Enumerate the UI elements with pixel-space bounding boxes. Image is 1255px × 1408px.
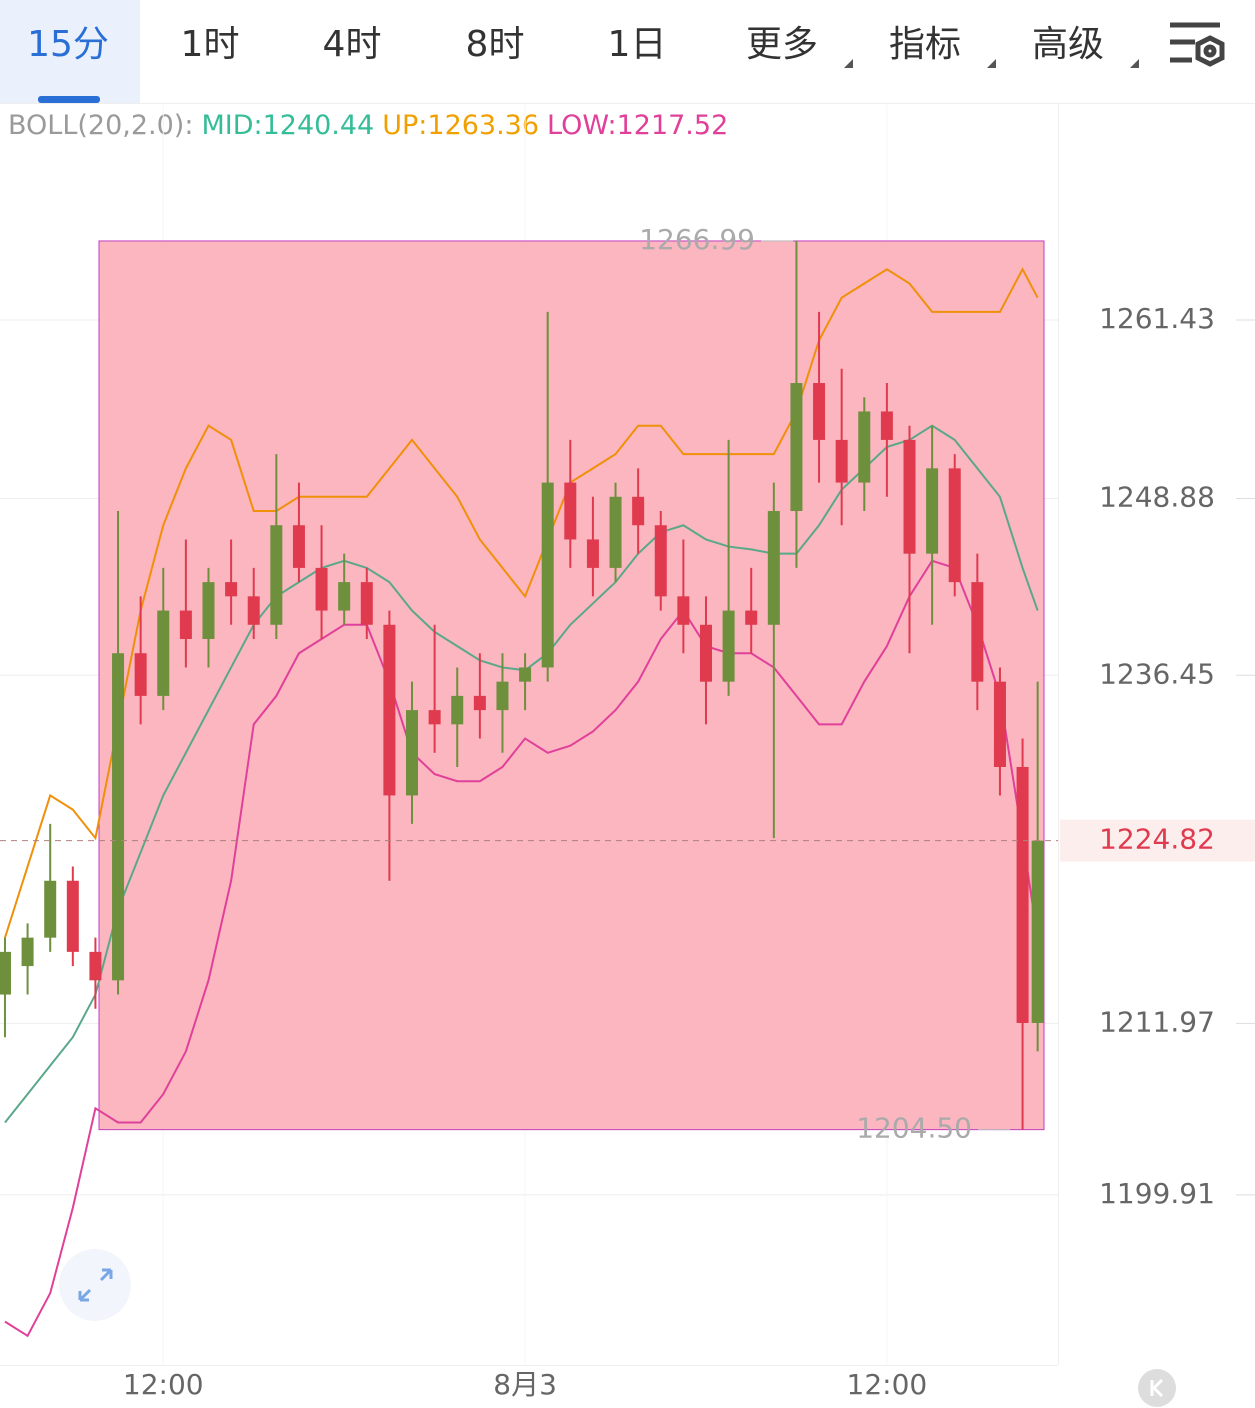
tab[interactable]: 4时 [323, 24, 382, 65]
tab[interactable]: 1日 [608, 24, 667, 65]
boll-line [4, 559, 1039, 1338]
k-button[interactable] [1138, 1369, 1176, 1407]
boll-line [4, 267, 1039, 938]
candle-body [66, 880, 79, 952]
y-tick-label: 1261.43 [1099, 302, 1215, 335]
candle-body [428, 710, 441, 725]
tab[interactable]: 15分 [27, 24, 109, 65]
tab[interactable]: 8时 [466, 24, 525, 65]
active-tab-bg [0, 0, 140, 103]
candle-body [157, 610, 170, 696]
candle-body [858, 411, 871, 483]
candle-body [21, 937, 34, 967]
candle-body [360, 582, 373, 625]
candle-body [835, 439, 848, 483]
candle-body [948, 468, 961, 583]
boll-legend: BOLL(20,2.0): MID:1240.44 UP:1263.36 LOW:12… [8, 110, 728, 141]
tab[interactable]: 1时 [181, 24, 240, 65]
y-tick-label: 1199.91 [1099, 1177, 1215, 1210]
candle-body [270, 525, 283, 625]
candle-body [541, 482, 554, 668]
candle-body [767, 511, 780, 625]
y-tick-label: 1236.45 [1099, 657, 1215, 690]
candle-body [0, 951, 11, 995]
timeframe-tabs: 15分 1时 4时 8时 1日 更多 指标 高级 [27, 24, 1139, 68]
candle-body [451, 695, 464, 725]
candle-body [225, 582, 238, 597]
candle-body [609, 496, 622, 568]
candle-body [292, 525, 305, 568]
candle-body [813, 383, 826, 440]
candle-body [496, 681, 509, 711]
candle-body [89, 951, 102, 981]
candle-body [790, 383, 803, 512]
tab[interactable]: 高级 [1032, 24, 1104, 65]
candle-body [134, 653, 147, 696]
x-tick-label: 8月3 [493, 1368, 557, 1401]
legend-entry: LOW:1217.52 [547, 110, 728, 141]
y-tick-label: 1211.97 [1099, 1005, 1215, 1038]
last-price-box [1060, 819, 1255, 862]
plot-area: 1199.91 1211.97 1236.45 1248.88 1261.43 12:00… [0, 105, 1255, 1401]
last-price-label: 1224.82 [1099, 823, 1215, 856]
candle-body [677, 596, 690, 625]
x-tick-label: 12:00 [847, 1368, 928, 1401]
candle-body [699, 624, 712, 682]
selection-box [98, 240, 1045, 1131]
candle-body [44, 880, 57, 938]
candle-body [903, 439, 916, 554]
candle-body [247, 596, 260, 625]
candle-body [473, 695, 486, 711]
candle-body [880, 411, 893, 440]
candle-body [519, 667, 532, 682]
extreme-label: 1266.99 [639, 223, 755, 256]
candle-body [745, 610, 758, 625]
candle-body [654, 525, 667, 597]
dropdown-arrow [1130, 59, 1139, 68]
legend-entry: MID:1240.44 [201, 110, 374, 141]
candle-body [202, 582, 215, 640]
active-tab-bar [38, 96, 100, 103]
candle-body [1031, 840, 1044, 1023]
dropdown-arrow [987, 59, 996, 68]
legend-entry: UP:1263.36 [382, 110, 539, 141]
candle-body [1016, 766, 1029, 1023]
candle-body [632, 496, 645, 526]
tab[interactable]: 指标 [889, 24, 961, 65]
candle-body [926, 468, 939, 554]
candle-body [179, 610, 192, 640]
candle-body [383, 624, 396, 796]
candle-body [971, 582, 984, 682]
candle-body [112, 653, 125, 981]
candle-body [993, 681, 1006, 767]
x-tick-label: 12:00 [123, 1368, 204, 1401]
candle-body [564, 482, 577, 540]
candle-body [586, 539, 599, 568]
y-tick-label: 1248.88 [1099, 481, 1215, 514]
tab[interactable]: 更多 [746, 24, 818, 65]
legend-entry: BOLL(20,2.0): [8, 110, 193, 141]
candle-body [406, 710, 419, 796]
candle-body [315, 567, 328, 611]
extreme-label: 1204.50 [856, 1112, 972, 1145]
dropdown-arrow [844, 59, 853, 68]
candle-body [722, 610, 735, 682]
expand-button[interactable] [59, 1249, 131, 1321]
settings-icon[interactable] [1170, 22, 1225, 67]
candle-body [338, 582, 351, 611]
